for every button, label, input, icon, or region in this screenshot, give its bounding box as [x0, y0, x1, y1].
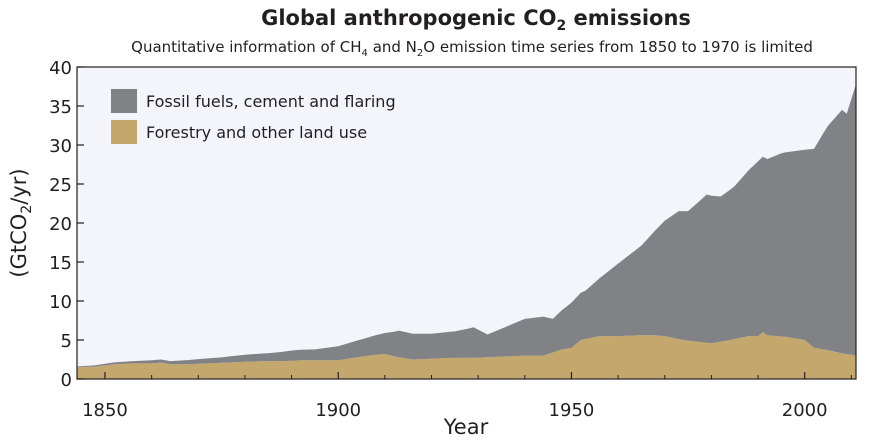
y-tick-label: 5 [61, 331, 72, 352]
y-tick-label: 0 [61, 370, 72, 391]
y-tick-label: 25 [49, 175, 72, 196]
series-area-fossil-fuels [77, 84, 856, 368]
y-tick-label: 40 [49, 58, 72, 79]
x-tick-label: 2000 [782, 400, 828, 421]
x-tick-label: 1850 [82, 400, 128, 421]
y-tick-label: 10 [49, 292, 72, 313]
legend-swatch [111, 89, 137, 113]
y-tick-label: 20 [49, 214, 72, 235]
axes: 1850 1900 1950 2000 0 5 10 15 20 25 30 35 40 [49, 58, 852, 421]
x-axis-label: Year [443, 415, 489, 439]
y-tick-label: 30 [49, 136, 72, 157]
legend: Fossil fuels, cement and flaring Forestry… [111, 89, 396, 144]
legend-swatch [111, 120, 137, 144]
y-tick-label: 35 [49, 97, 72, 118]
series-layer [77, 84, 856, 379]
x-tick-label: 1950 [549, 400, 595, 421]
y-tick-label: 15 [49, 253, 72, 274]
legend-label: Fossil fuels, cement and flaring [146, 92, 396, 111]
x-tick-label: 1900 [315, 400, 361, 421]
series-area-forestry [77, 332, 856, 379]
chart-title: Global anthropogenic CO2 emissions [261, 6, 691, 34]
y-axis-label: (GtCO2/yr) [7, 168, 35, 277]
chart-subtitle: Quantitative information of CH4 and N2O … [131, 38, 813, 59]
legend-label: Forestry and other land use [146, 123, 367, 142]
